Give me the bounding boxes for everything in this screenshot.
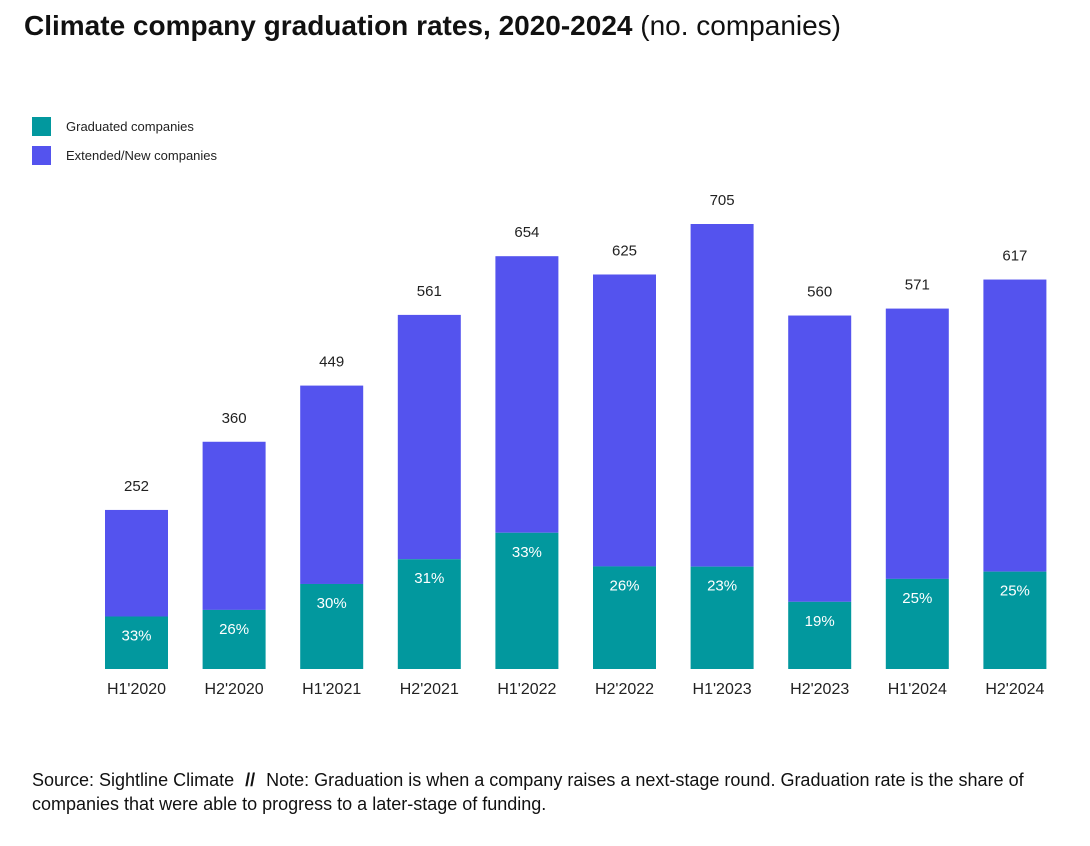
chart-title-unit: (no. companies)	[640, 10, 842, 41]
total-label: 625	[612, 242, 637, 259]
legend-item-graduated: Graduated companies	[32, 117, 217, 136]
bar-extended	[105, 509, 168, 617]
x-tick-label: H2'2021	[400, 681, 459, 698]
x-tick-label: H1'2024	[888, 681, 947, 698]
total-label: 252	[124, 478, 149, 495]
total-label: 654	[514, 224, 539, 241]
graduation-rate-label: 26%	[609, 577, 639, 594]
bar-graduated	[885, 578, 949, 669]
x-tick-label: H2'2020	[205, 681, 264, 698]
graduation-rate-label: 25%	[1000, 583, 1030, 600]
total-label: 571	[905, 277, 930, 294]
bar-graduated	[397, 559, 461, 669]
legend-swatch-graduated	[32, 117, 51, 136]
bar-extended	[397, 314, 461, 560]
x-tick-label: H1'2023	[693, 681, 752, 698]
x-tick-label: H1'2020	[107, 681, 166, 698]
bar-graduated	[202, 609, 266, 669]
total-label: 360	[222, 410, 247, 427]
chart-title-main: Climate company graduation rates, 2020-2…	[24, 10, 633, 41]
x-tick-label: H2'2022	[595, 681, 654, 698]
bar-graduated	[593, 566, 656, 669]
note-text: Note: Graduation is when a company raise…	[32, 770, 1024, 814]
x-tick-label: H1'2022	[497, 681, 556, 698]
total-label: 560	[807, 284, 832, 301]
bar-graduated	[495, 532, 559, 669]
legend-swatch-extended	[32, 146, 51, 165]
x-tick-label: H2'2024	[985, 681, 1044, 698]
graduation-rate-label: 30%	[317, 595, 347, 612]
graduation-rate-label: 33%	[121, 628, 151, 645]
graduation-rate-label: 23%	[707, 578, 737, 595]
legend-label-graduated: Graduated companies	[66, 119, 194, 134]
graduation-rate-label: 25%	[902, 590, 932, 607]
total-label: 449	[319, 354, 344, 371]
x-tick-label: H2'2023	[790, 681, 849, 698]
total-label: 705	[710, 192, 735, 209]
x-tick-label: H1'2021	[302, 681, 361, 698]
bar-extended	[300, 385, 364, 584]
footnote-separator: //	[245, 770, 256, 790]
graduation-rate-label: 26%	[219, 621, 249, 638]
chart-title: Climate company graduation rates, 2020-2…	[24, 8, 841, 44]
bar-extended	[690, 224, 754, 567]
bar-extended	[885, 308, 949, 579]
total-label: 561	[417, 283, 442, 300]
bar-graduated	[105, 616, 168, 669]
bar-extended	[495, 256, 559, 533]
legend-label-extended: Extended/New companies	[66, 148, 218, 163]
bar-graduated	[983, 571, 1047, 669]
legend: Graduated companies Extended/New compani…	[32, 117, 217, 175]
bar-extended	[788, 315, 852, 602]
graduation-rate-label: 19%	[805, 613, 835, 630]
bar-extended	[983, 279, 1047, 572]
legend-item-extended: Extended/New companies	[32, 146, 217, 165]
total-label: 617	[1002, 248, 1027, 265]
footnote: Source: Sightline Climate // Note: Gradu…	[32, 768, 1042, 816]
graduation-rate-label: 33%	[512, 544, 542, 561]
graduation-rate-label: 31%	[414, 570, 444, 587]
bar-extended	[202, 441, 266, 610]
source-text: Source: Sightline Climate	[32, 770, 235, 790]
bar-graduated	[690, 566, 754, 669]
bar-graduated	[788, 601, 852, 669]
bar-extended	[593, 274, 656, 567]
bar-graduated	[300, 583, 364, 669]
